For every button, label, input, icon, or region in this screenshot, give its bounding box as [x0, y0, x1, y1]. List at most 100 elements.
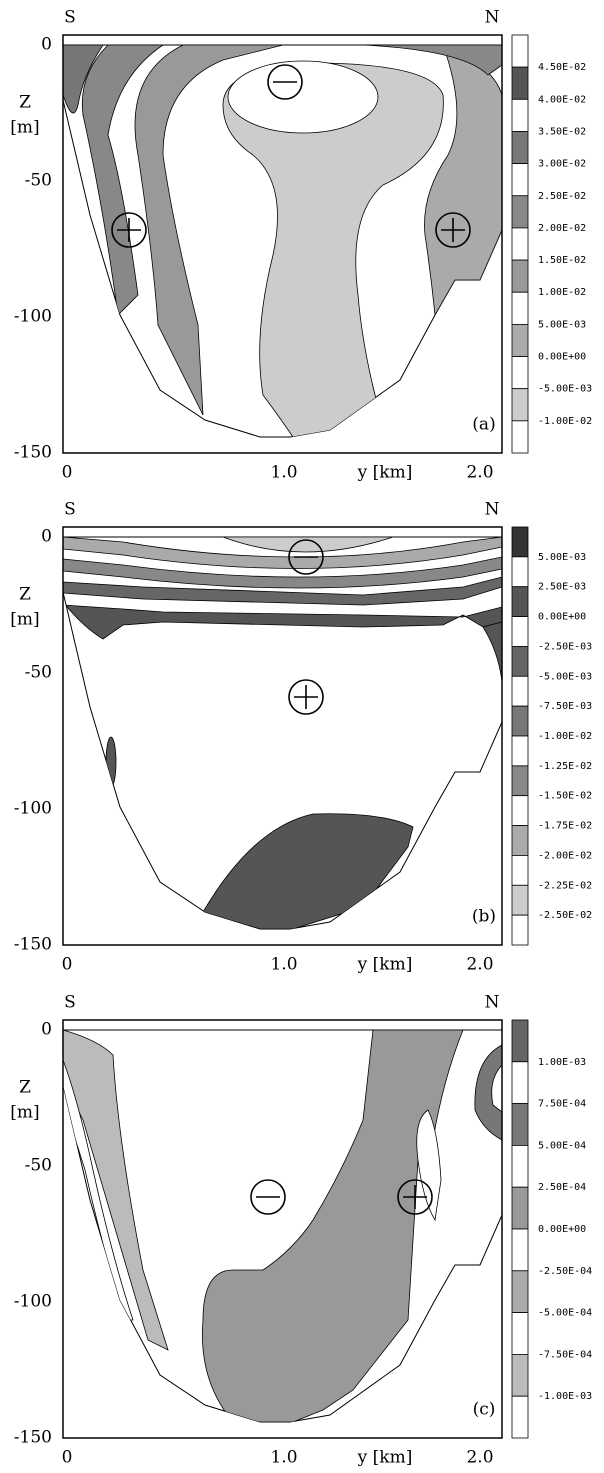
colorbar-label: -5.00E-03: [538, 384, 592, 395]
colorbar-band: [511, 1395, 529, 1439]
colorbar-band: [511, 66, 529, 100]
z-tick-label: -100: [14, 799, 52, 819]
y-tick-label: 0: [62, 463, 73, 483]
colorbar-label: 1.50E-02: [538, 255, 586, 266]
z-tick-label: -50: [25, 171, 52, 191]
colorbar-label: 2.50E-02: [538, 191, 586, 202]
panel-label: (c): [473, 1400, 496, 1420]
colorbar-label: 5.00E-03: [538, 552, 586, 563]
colorbar-label: 3.00E-02: [538, 159, 586, 170]
y-axis-label: y [km]: [357, 955, 413, 975]
north-label: N: [485, 8, 500, 28]
colorbar-band: [511, 1019, 529, 1063]
colorbar-label: -1.25E-02: [538, 761, 592, 772]
colorbar-band: [511, 1186, 529, 1230]
colorbar-label: 1.00E-02: [538, 287, 586, 298]
z-tick-label: 0: [41, 1020, 52, 1040]
colorbar-label: 2.50E-04: [538, 1182, 586, 1193]
colorbar-label: -1.00E-03: [538, 1391, 592, 1402]
colorbar-band: [511, 1270, 529, 1314]
panel-label: (b): [472, 907, 496, 927]
y-tick-label: 1.0: [270, 463, 297, 483]
z-tick-label: 0: [41, 35, 52, 55]
south-label: S: [64, 8, 76, 28]
colorbar-band: [511, 765, 529, 797]
colorbar-band: [511, 825, 529, 856]
y-axis-label: y [km]: [357, 1448, 413, 1468]
z-tick-label: -100: [14, 1292, 52, 1312]
colorbar-band: [511, 1228, 529, 1272]
z-axis-label: Z: [19, 93, 31, 113]
colorbar-band: [511, 131, 529, 165]
colorbar-label: 0.00E+00: [538, 1224, 586, 1235]
colorbar-label: 2.50E-03: [538, 582, 586, 593]
colorbar-band: [511, 259, 529, 293]
y-tick-label: 1.0: [270, 955, 297, 975]
colorbar-band: [511, 98, 529, 132]
south-label: S: [64, 993, 76, 1013]
y-tick-label: 2.0: [466, 463, 493, 483]
z-axis-unit: [m]: [10, 1103, 39, 1123]
z-tick-label: -100: [14, 307, 52, 327]
colorbar-label: 0.00E+00: [538, 612, 586, 623]
colorbar-label: -2.50E-02: [538, 910, 592, 921]
colorbar-label: 0.00E+00: [538, 352, 586, 363]
colorbar-label: -5.00E-03: [538, 671, 592, 682]
y-tick-label: 1.0: [270, 1448, 297, 1468]
colorbar-label: 4.00E-02: [538, 94, 586, 105]
colorbar-band: [511, 526, 529, 558]
z-tick-label: 0: [41, 527, 52, 547]
colorbar-band: [511, 646, 529, 677]
z-axis-label: Z: [19, 1078, 31, 1098]
colorbar-label: 3.50E-02: [538, 126, 586, 137]
colorbar-band: [511, 735, 529, 767]
colorbar-band: [511, 34, 529, 68]
z-tick-label: -150: [14, 443, 52, 463]
colorbar-label: -1.75E-02: [538, 821, 592, 832]
colorbar-band: [511, 356, 529, 390]
z-tick-label: -150: [14, 935, 52, 955]
south-label: S: [64, 500, 76, 520]
colorbar-label: 4.50E-02: [538, 62, 586, 73]
colorbar-band: [511, 586, 529, 617]
colorbar-band: [511, 323, 529, 357]
colorbar-band: [511, 616, 529, 647]
contour-panel-c: [62, 1019, 503, 1439]
z-tick-label: -50: [25, 663, 52, 683]
colorbar-label: 5.00E-04: [538, 1140, 586, 1151]
z-axis-unit: [m]: [10, 610, 39, 630]
y-tick-label: 0: [62, 1448, 73, 1468]
colorbar-label: -1.00E-02: [538, 416, 592, 427]
colorbar-band: [511, 163, 529, 197]
colorbar-band: [511, 195, 529, 229]
y-axis-label: y [km]: [357, 463, 413, 483]
colorbar-label: -7.50E-03: [538, 701, 592, 712]
colorbar-band: [511, 855, 529, 886]
colorbar-band: [511, 227, 529, 261]
contour-panel-a: [62, 34, 503, 454]
y-tick-label: 2.0: [466, 955, 493, 975]
colorbar-band: [511, 1145, 529, 1188]
colorbar-label: -1.00E-02: [538, 731, 592, 742]
contour-panel-b: [62, 526, 503, 946]
colorbar-label: -2.50E-03: [538, 641, 592, 652]
colorbar-band: [511, 388, 529, 422]
colorbar-label: -2.00E-02: [538, 850, 592, 861]
colorbar-band: [511, 705, 529, 737]
colorbar-band: [511, 795, 529, 826]
z-axis-unit: [m]: [10, 118, 39, 138]
colorbar-band: [511, 1354, 529, 1397]
colorbar-label: -2.50E-04: [538, 1266, 592, 1277]
y-tick-label: 2.0: [466, 1448, 493, 1468]
north-label: N: [485, 993, 500, 1013]
colorbar-label: -1.50E-02: [538, 791, 592, 802]
z-axis-label: Z: [19, 585, 31, 605]
colorbar-label: 2.00E-02: [538, 223, 586, 234]
colorbar-label: -2.25E-02: [538, 880, 592, 891]
colorbar-label: 7.50E-04: [538, 1099, 586, 1110]
z-tick-label: -50: [25, 1156, 52, 1176]
colorbar-band: [511, 556, 529, 588]
colorbar-band: [511, 675, 529, 707]
colorbar-label: -7.50E-04: [538, 1349, 592, 1360]
